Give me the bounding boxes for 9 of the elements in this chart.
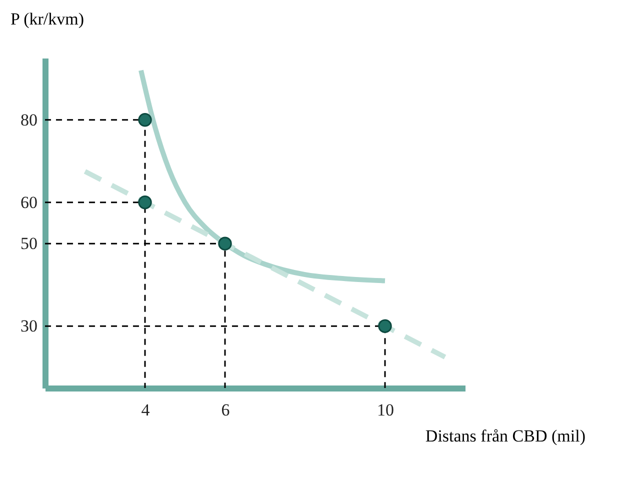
y-axis-title: P (kr/kvm) bbox=[10, 10, 84, 28]
x-axis-title: Distans från CBD (mil) bbox=[425, 426, 586, 446]
x-tick-label: 6 bbox=[221, 400, 230, 420]
y-tick-label: 60 bbox=[20, 192, 38, 212]
x-tick-label: 10 bbox=[377, 400, 394, 420]
y-tick-label: 50 bbox=[20, 234, 38, 254]
x-tick-label: 4 bbox=[141, 400, 150, 420]
y-tick-label: 80 bbox=[20, 110, 38, 130]
y-tick-label: 30 bbox=[20, 316, 38, 336]
